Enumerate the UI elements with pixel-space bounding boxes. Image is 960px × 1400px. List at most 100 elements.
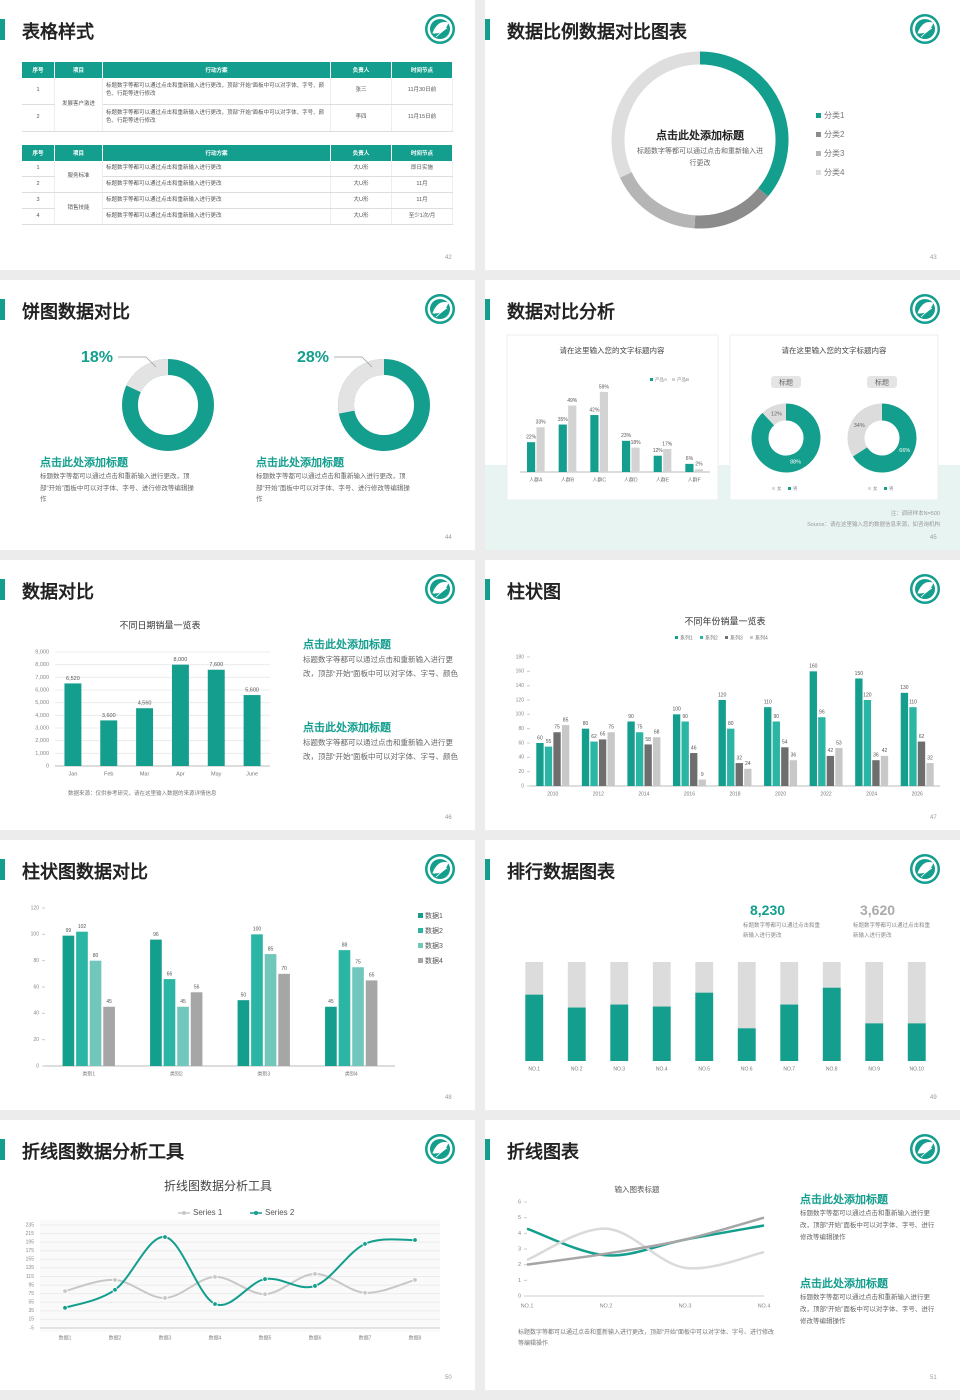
value-label: 102 bbox=[78, 924, 87, 930]
bar bbox=[681, 721, 689, 786]
bar bbox=[695, 992, 714, 1061]
value-label: 2% bbox=[695, 462, 703, 468]
legend-label: 系列1 bbox=[680, 634, 693, 641]
header-row: 序号 项目 行动方案 负责人 时间节点 bbox=[22, 145, 453, 161]
x-tick-label: NO.2 bbox=[600, 1303, 613, 1309]
point bbox=[62, 1305, 68, 1311]
chart-note: 标题数字等都可以通过点击和重新输入进行更改，顶部“开始”面板中可以对字体、字号、… bbox=[518, 1330, 774, 1347]
page-number: 50 bbox=[445, 1375, 452, 1381]
table-cell: 11月 bbox=[391, 176, 453, 193]
value-label: 90 bbox=[682, 714, 688, 720]
y-tick-label: 3,000 bbox=[35, 725, 49, 731]
x-tick-label: 2018 bbox=[729, 791, 740, 797]
header-cell: 项目 bbox=[54, 145, 103, 161]
value-label: 110 bbox=[909, 699, 917, 705]
value-label: 6% bbox=[686, 456, 694, 462]
legend-label: 男 bbox=[889, 486, 894, 492]
y-tick-label: 0 bbox=[36, 1063, 39, 1069]
y-tick-label: 4,000 bbox=[35, 713, 49, 719]
bar bbox=[690, 753, 698, 786]
page-number: 42 bbox=[445, 255, 452, 261]
pie-slice bbox=[751, 403, 821, 473]
line bbox=[64, 1272, 416, 1299]
slide-title: 折线图数据分析工具 bbox=[22, 1142, 184, 1162]
title-accent bbox=[485, 859, 490, 880]
value-label: 34% bbox=[854, 423, 865, 429]
block-heading: 点击此处添加标题 bbox=[800, 1278, 888, 1290]
legend-swatch bbox=[884, 487, 887, 490]
x-tick-label: 2012 bbox=[593, 791, 604, 797]
slide-canvas: 不同日期销量一览表 0 1,000 2,000 3,000 4,000 5,000 6,000… bbox=[35, 574, 455, 777]
x-tick-label: 人群A bbox=[529, 476, 543, 483]
card bbox=[506, 334, 719, 501]
value-label: 68 bbox=[654, 730, 660, 736]
bar bbox=[627, 721, 635, 786]
bar bbox=[826, 755, 835, 786]
bar bbox=[100, 720, 118, 766]
x-tick-label: 数据7 bbox=[359, 1334, 372, 1341]
slide: 不同年份销量一览表 系列1 系列2 系列3 系列4 0 20 40 60 80 100 120 140 1… bbox=[485, 560, 960, 830]
legend-swatch bbox=[788, 487, 791, 490]
x-tick-label: 2016 bbox=[684, 791, 695, 797]
value-label: 58 bbox=[645, 737, 651, 743]
bar bbox=[727, 728, 735, 786]
table-row: 4 标题数字等都可以通过点击和重新输入进行更改 大U形 至少1次/月 bbox=[22, 208, 453, 225]
x-tick-label: 类别3 bbox=[257, 1070, 270, 1077]
value-label: 130 bbox=[900, 685, 909, 691]
pie-slice bbox=[694, 187, 769, 229]
legend-swatch bbox=[725, 636, 728, 639]
value-label: 18% bbox=[81, 349, 114, 366]
slide: 分类1 分类2 分类3 分类4 数据比例数据对比图表 43 点击此处添加标题 标题数字等都可以… bbox=[485, 0, 960, 270]
legend-swatch bbox=[650, 378, 653, 381]
logo-leaf bbox=[432, 582, 449, 598]
value-label: 35% bbox=[558, 417, 569, 423]
page-number: 49 bbox=[930, 1095, 937, 1101]
value-label: 120 bbox=[718, 692, 727, 698]
legend-dot bbox=[182, 1211, 186, 1215]
slide-title: 数据对比分析 bbox=[507, 302, 615, 322]
bar bbox=[926, 763, 934, 786]
x-tick-label: 数据4 bbox=[209, 1334, 222, 1341]
page-number: 43 bbox=[930, 255, 937, 261]
value-label: 45 bbox=[106, 999, 112, 1005]
table-cell: 1 bbox=[22, 161, 55, 177]
bar bbox=[764, 707, 772, 786]
slide-canvas bbox=[118, 294, 455, 451]
x-tick-label: NO.8 bbox=[826, 1066, 838, 1072]
source: Source：请在这里输入您的数据信息来源，如咨询机构 bbox=[807, 522, 940, 528]
bar bbox=[365, 980, 378, 1066]
title-accent bbox=[485, 579, 490, 600]
y-tick-label: 60 bbox=[33, 984, 39, 990]
slide-canvas bbox=[425, 14, 455, 44]
bar bbox=[568, 405, 577, 472]
y-tick-label: 2 bbox=[518, 1262, 521, 1268]
table-cell: 2 bbox=[22, 104, 55, 132]
value-label: 100 bbox=[253, 927, 262, 933]
block-text: 标题数字等都可以通过点击和重新输入进行更改，顶部“开始”面板中可以对字体、字号、… bbox=[303, 738, 458, 761]
legend-label: 分类2 bbox=[824, 129, 845, 139]
x-tick-label: 数据2 bbox=[109, 1334, 122, 1341]
bar bbox=[744, 768, 752, 786]
bar bbox=[872, 760, 880, 786]
legend-swatch bbox=[675, 636, 678, 639]
table-cell: 李四 bbox=[330, 104, 392, 132]
bar bbox=[855, 678, 863, 786]
point bbox=[112, 1277, 118, 1283]
y-tick-label: 160 bbox=[516, 669, 525, 675]
value-label: 42 bbox=[828, 748, 834, 754]
table-cell: 11月15日前 bbox=[391, 104, 453, 132]
value-label: 90 bbox=[774, 714, 780, 720]
pie-slice bbox=[762, 403, 787, 426]
y-tick-label: 55 bbox=[28, 1300, 34, 1306]
bar bbox=[243, 695, 261, 766]
table-cell: 大U形 bbox=[330, 192, 392, 209]
stat-value: 3,620 bbox=[860, 902, 896, 918]
x-tick-label: 数据8 bbox=[409, 1334, 422, 1341]
block-heading: 点击此处添加标题 bbox=[303, 639, 391, 651]
page-number: 48 bbox=[445, 1095, 452, 1101]
value-label: 46 bbox=[691, 745, 697, 751]
x-tick-label: 类别1 bbox=[82, 1070, 95, 1077]
y-tick-label: 95 bbox=[28, 1282, 34, 1288]
